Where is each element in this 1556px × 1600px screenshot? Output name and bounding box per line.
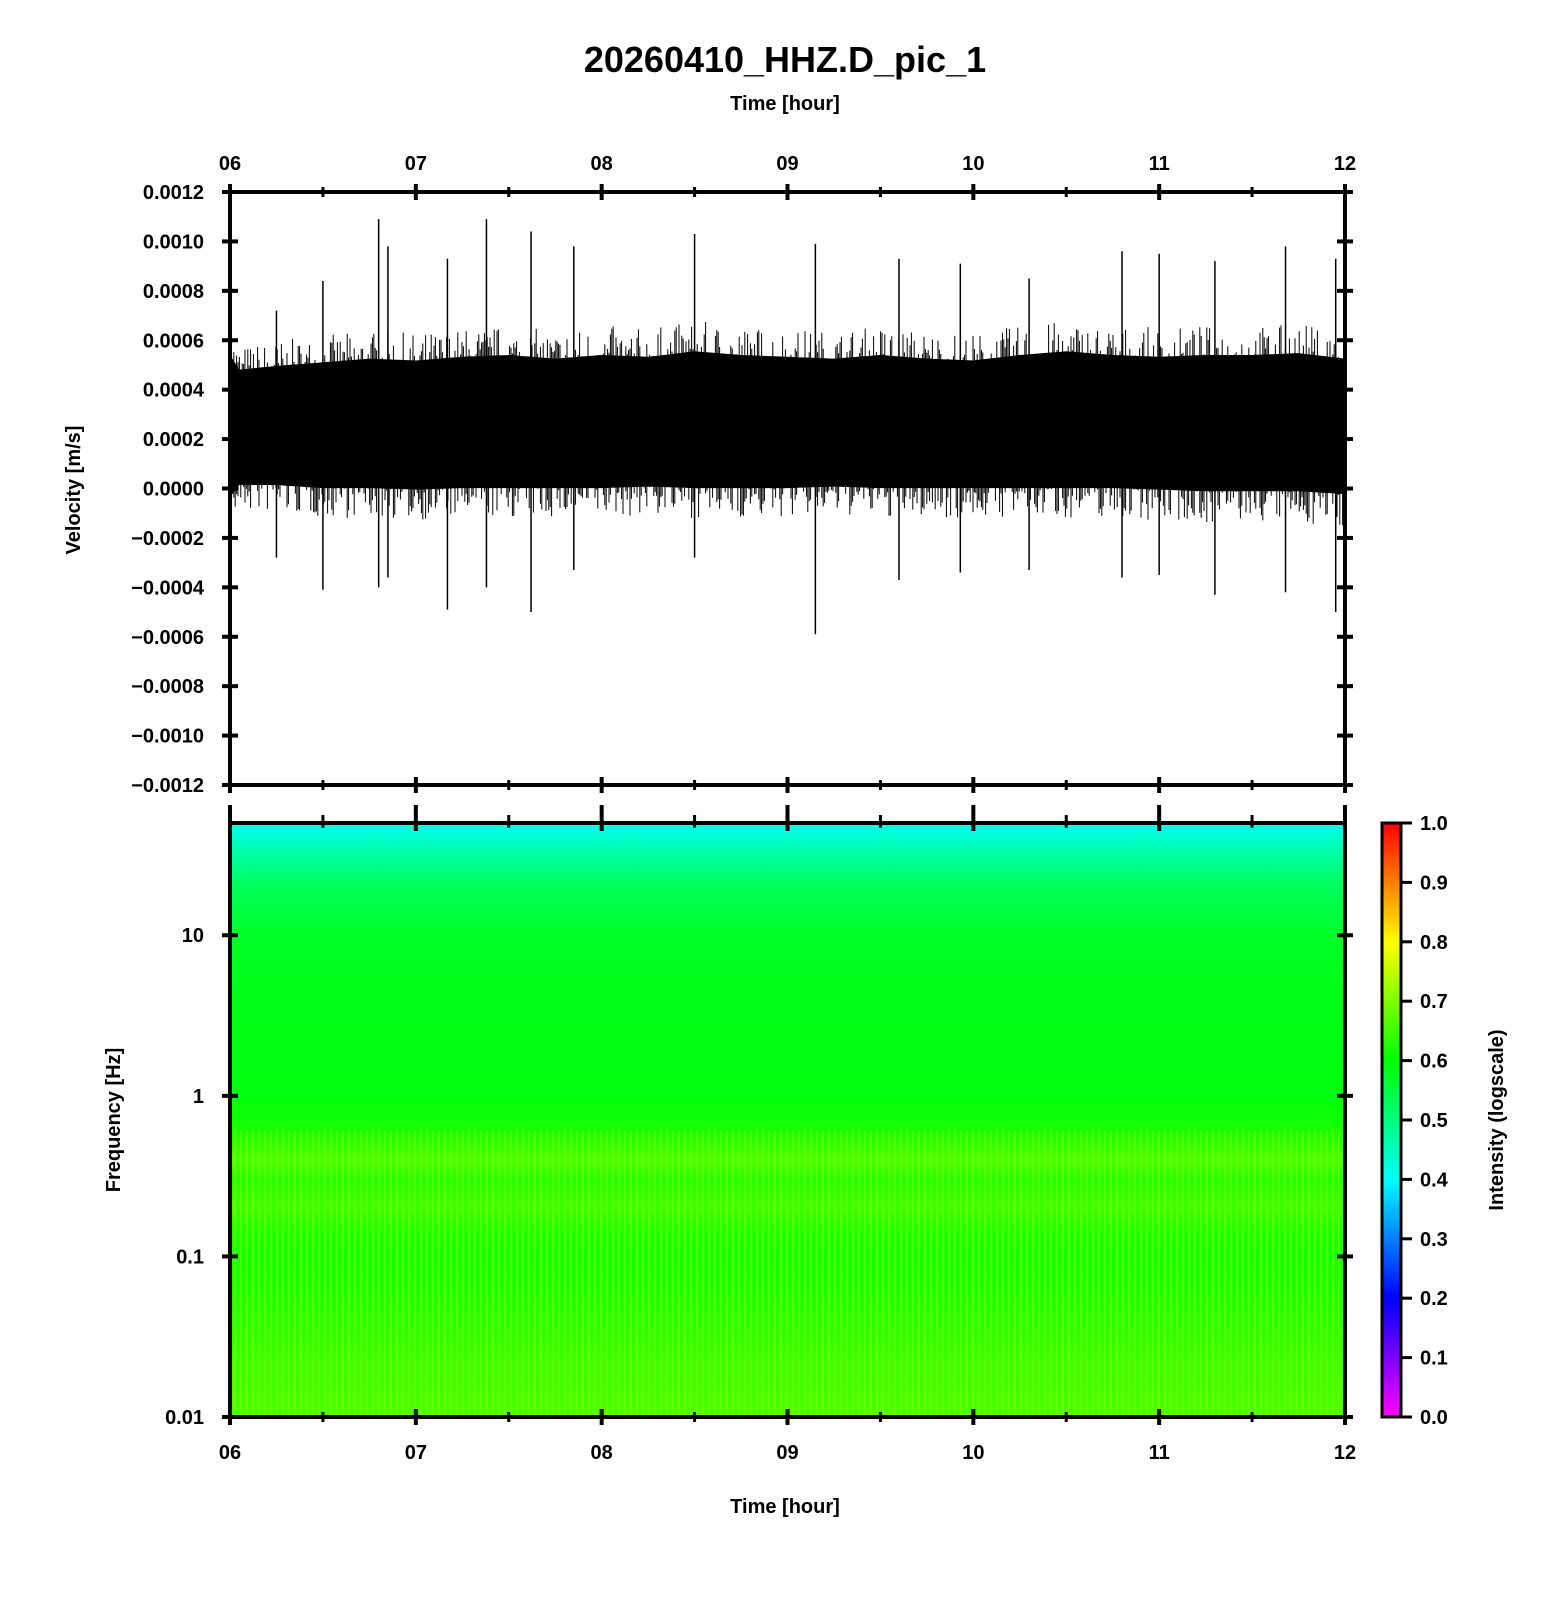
spectrogram-x-tick-label: 07 <box>405 1442 427 1464</box>
spectrogram-texture <box>230 1130 1345 1417</box>
colorbar-tick-label: 0.5 <box>1420 1110 1448 1132</box>
spectrogram-y-tick-label: 0.1 <box>176 1246 204 1268</box>
waveform-y-tick-label: 0.0010 <box>143 231 204 253</box>
waveform-y-tick-label: 0.0008 <box>143 281 204 303</box>
colorbar-tick-label: 0.1 <box>1420 1348 1448 1370</box>
waveform-y-tick-label: 0.0000 <box>143 479 204 501</box>
spectrogram-x-axis-label: Time [hour] <box>730 1496 840 1518</box>
top-x-axis-label: Time [hour] <box>730 93 840 115</box>
chart-title: 20260410_HHZ.D_pic_1 <box>584 39 986 80</box>
colorbar-tick-label: 0.4 <box>1420 1169 1449 1191</box>
spectrogram-y-ticks: 10 1 0.1 0.01 <box>165 925 1353 1429</box>
spectrogram-x-tick-label: 09 <box>776 1442 798 1464</box>
waveform-y-tick-label: −0.0008 <box>131 676 204 698</box>
waveform-x-tick-label: 10 <box>962 153 984 175</box>
spectrogram-x-tick-label: 10 <box>962 1442 984 1464</box>
waveform-y-tick-label: 0.0002 <box>143 429 204 451</box>
waveform-y-tick-label: −0.0012 <box>131 775 204 797</box>
waveform-y-tick-label: −0.0006 <box>131 627 204 649</box>
waveform-y-tick-label: 0.0006 <box>143 330 204 352</box>
waveform-y-tick-label: −0.0010 <box>131 726 204 748</box>
colorbar-tick-label: 0.8 <box>1420 932 1448 954</box>
colorbar: 1.0 0.9 0.8 0.7 0.6 0.5 0.4 0.3 0.2 0.1 0.0 Intens… <box>1380 813 1508 1429</box>
waveform-x-tick-label: 07 <box>405 153 427 175</box>
spectrogram-y-tick-label: 0.01 <box>165 1407 204 1429</box>
colorbar-tick-label: 0.3 <box>1420 1229 1448 1251</box>
spectrogram-x-tick-label: 12 <box>1334 1442 1356 1464</box>
spectrogram-y-tick-label: 1 <box>193 1086 204 1108</box>
waveform-y-axis-label: Velocity [m/s] <box>63 426 85 555</box>
waveform-panel: 06 07 08 09 10 11 12 0.00120.00100.00080.00060… <box>63 153 1356 797</box>
waveform-core-band <box>230 351 1345 498</box>
waveform-x-tick-label: 08 <box>591 153 613 175</box>
spectrogram-x-tick-label: 08 <box>591 1442 613 1464</box>
spectrogram-panel: 06 07 08 09 10 11 12 10 1 0.1 0.01 Frequency [Hz]… <box>103 805 1356 1518</box>
waveform-y-tick-label: 0.0012 <box>143 182 204 204</box>
waveform-y-tick-label: −0.0002 <box>131 528 204 550</box>
waveform-y-tick-label: −0.0004 <box>131 577 205 599</box>
waveform-y-tick-label: 0.0004 <box>143 380 205 402</box>
colorbar-tick-label: 0.2 <box>1420 1288 1448 1310</box>
waveform-y-ticks: 0.0012 0.0010 0.0008 0.0006 0.0004 0.0002 0.00… <box>131 182 1353 797</box>
waveform-trace <box>230 219 1345 635</box>
waveform-x-tick-label: 12 <box>1334 153 1356 175</box>
colorbar-ticks: 1.0 0.9 0.8 0.7 0.6 0.5 0.4 0.3 0.2 0.1 0.0 <box>1401 813 1449 1429</box>
spectrogram-x-ticks: 06 07 08 09 10 11 12 <box>219 805 1356 1464</box>
colorbar-tick-label: 0.9 <box>1420 872 1448 894</box>
waveform-x-tick-label: 06 <box>219 153 241 175</box>
colorbar-tick-label: 0.7 <box>1420 991 1448 1013</box>
spectrogram-y-tick-label: 10 <box>182 925 204 947</box>
colorbar-label: Intensity (logscale) <box>1486 1029 1508 1210</box>
spectrogram-x-tick-label: 06 <box>219 1442 241 1464</box>
waveform-x-tick-label: 09 <box>776 153 798 175</box>
spectrogram-x-tick-label: 11 <box>1149 1442 1170 1464</box>
colorbar-tick-label: 0.6 <box>1420 1051 1448 1073</box>
colorbar-tick-label: 0.0 <box>1420 1407 1448 1429</box>
colorbar-tick-label: 1.0 <box>1420 813 1448 835</box>
colorbar-gradient-bar <box>1380 821 1403 1419</box>
spectrogram-y-axis-label: Frequency [Hz] <box>103 1048 125 1192</box>
waveform-x-tick-label: 11 <box>1149 153 1170 175</box>
